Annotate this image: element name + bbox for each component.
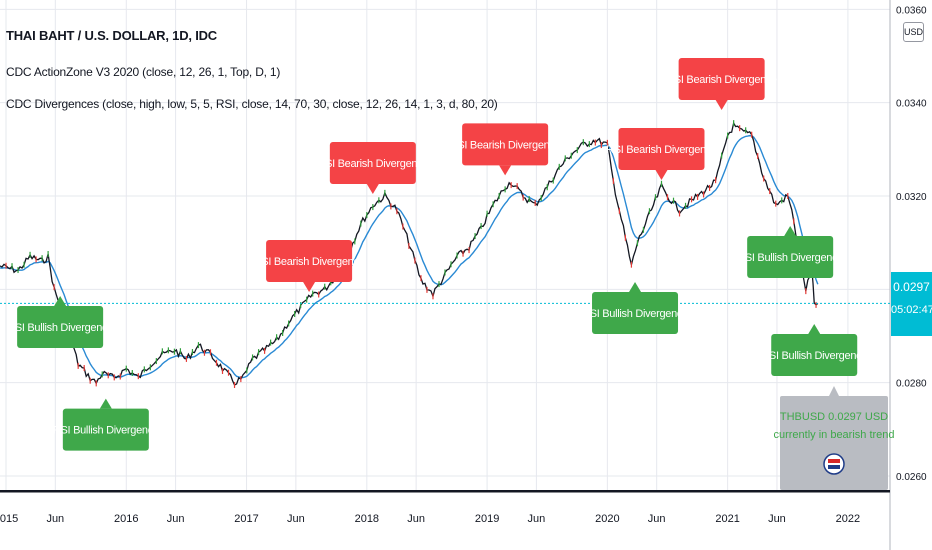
divergence-label-text: RSI Bullish Divergence: [7, 322, 113, 334]
label-pointer: [655, 170, 668, 180]
divergence-label-text: RSI Bullish Divergence: [761, 350, 867, 362]
x-tick-label: Jun: [407, 513, 425, 525]
x-tick-label: Jun: [167, 513, 185, 525]
indicator-divergences-label[interactable]: CDC Divergences (close, high, low, 5, 5,…: [6, 97, 498, 111]
info-box-pointer: [829, 386, 839, 396]
y-tick-label: 0.0280: [896, 379, 927, 390]
x-tick-label: Jun: [287, 513, 305, 525]
x-tick-label: 2016: [114, 513, 138, 525]
label-pointer: [54, 296, 67, 306]
bullish-divergence-label[interactable]: [62, 408, 149, 451]
bullish-divergence-label[interactable]: [771, 334, 858, 376]
x-tick-label: Jun: [46, 513, 64, 525]
x-tick-label: 2022: [836, 513, 860, 525]
last-price-tag: 0.0297 05:02:47: [891, 272, 932, 336]
label-pointer: [784, 226, 797, 236]
divergence-label-text: RSI Bullish Divergence: [737, 252, 843, 264]
time-axis-border: [0, 490, 890, 493]
bar-countdown: 05:02:47: [891, 304, 932, 316]
bearish-divergence-label[interactable]: [462, 123, 549, 166]
us-flag-stripe: [828, 459, 840, 463]
y-tick-label: 0.0260: [896, 472, 927, 483]
last-price-value: 0.0297: [893, 280, 930, 294]
divergence-label-text: RSI Bearish Divergence: [450, 139, 561, 151]
divergence-label-text: RSI Bearish Divergence: [666, 74, 777, 86]
label-pointer: [499, 165, 512, 176]
y-tick-label: 0.0360: [896, 5, 927, 16]
y-tick-label: 0.0340: [896, 99, 927, 110]
symbol-title: THAI BAHT / U.S. DOLLAR, 1D, IDC: [6, 28, 217, 43]
x-tick-label: 2017: [234, 513, 258, 525]
bullish-divergence-label[interactable]: [747, 236, 834, 278]
divergence-label-text: RSI Bearish Divergence: [317, 158, 428, 170]
x-tick-label: Jun: [648, 513, 666, 525]
trend-info-line2: currently in bearish trend: [773, 429, 894, 441]
us-flag-stripe: [828, 465, 840, 469]
x-tick-label: Jun: [528, 513, 546, 525]
divergence-label-text: RSI Bearish Divergence: [606, 144, 717, 156]
label-pointer: [99, 398, 112, 409]
bearish-divergence-label[interactable]: [266, 240, 353, 282]
x-tick-label: 2018: [355, 513, 379, 525]
bearish-divergence-label[interactable]: [618, 128, 705, 170]
label-pointer: [808, 324, 821, 334]
trend-info-box: [780, 396, 888, 490]
trend-info-line1: THBUSD 0.0297 USD: [780, 411, 888, 423]
bullish-divergence-label[interactable]: [592, 292, 679, 334]
x-tick-label: 2019: [475, 513, 499, 525]
price-line: [0, 121, 819, 386]
label-pointer: [366, 184, 379, 194]
divergence-label-text: RSI Bearish Divergence: [254, 256, 365, 268]
label-pointer: [303, 282, 316, 292]
x-tick-label: Jun: [768, 513, 786, 525]
y-tick-label: 0.0320: [896, 192, 927, 203]
bearish-divergence-label[interactable]: [329, 142, 416, 184]
indicator-actionzone-label[interactable]: CDC ActionZone V3 2020 (close, 12, 26, 1…: [6, 65, 281, 79]
x-tick-label: 2015: [0, 513, 18, 525]
label-pointer: [629, 282, 642, 292]
currency-button[interactable]: USD: [903, 22, 924, 42]
bullish-divergence-label[interactable]: [17, 306, 104, 348]
label-pointer: [715, 100, 728, 110]
divergence-label-text: RSI Bullish Divergence: [53, 425, 159, 437]
divergence-label-text: RSI Bullish Divergence: [582, 308, 688, 320]
x-tick-label: 2021: [715, 513, 739, 525]
x-tick-label: 2020: [595, 513, 619, 525]
bearish-divergence-label[interactable]: [678, 58, 765, 100]
us-flag-icon: [823, 453, 845, 475]
